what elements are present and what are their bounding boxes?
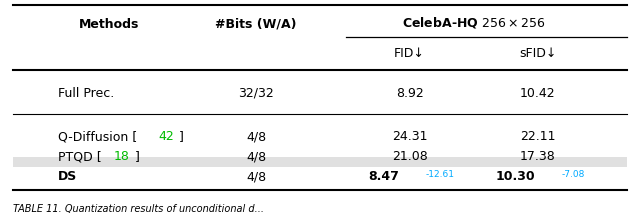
Text: -7.08: -7.08 [562,170,586,179]
Text: 22.11: 22.11 [520,130,556,143]
Text: 4/8: 4/8 [246,130,266,143]
Text: CelebA-HQ $256 \times 256$: CelebA-HQ $256 \times 256$ [402,15,545,30]
Text: PTQD [: PTQD [ [58,150,101,163]
Text: 8.47: 8.47 [369,170,399,183]
Text: -12.61: -12.61 [426,170,454,179]
FancyBboxPatch shape [13,157,627,194]
Text: Full Prec.: Full Prec. [58,87,114,100]
Text: 10.42: 10.42 [520,87,556,100]
Text: 17.38: 17.38 [520,150,556,163]
Text: 24.31: 24.31 [392,130,428,143]
Text: Methods: Methods [79,18,139,31]
Text: DS: DS [58,170,77,183]
Text: sFID↓: sFID↓ [519,47,556,60]
Text: 21.08: 21.08 [392,150,428,163]
Text: ]: ] [134,150,140,163]
Text: 18: 18 [114,150,130,163]
Text: 8.92: 8.92 [396,87,424,100]
Text: TABLE 11. Quantization results of unconditional d...: TABLE 11. Quantization results of uncond… [13,204,264,213]
Text: 4/8: 4/8 [246,170,266,183]
Text: 10.30: 10.30 [495,170,535,183]
Text: 4/8: 4/8 [246,150,266,163]
Text: FID↓: FID↓ [394,47,425,60]
Text: 32/32: 32/32 [238,87,274,100]
Text: 42: 42 [159,130,175,143]
Text: #Bits (W/A): #Bits (W/A) [215,18,297,31]
Text: ]: ] [179,130,184,143]
Text: Q-Diffusion [: Q-Diffusion [ [58,130,137,143]
